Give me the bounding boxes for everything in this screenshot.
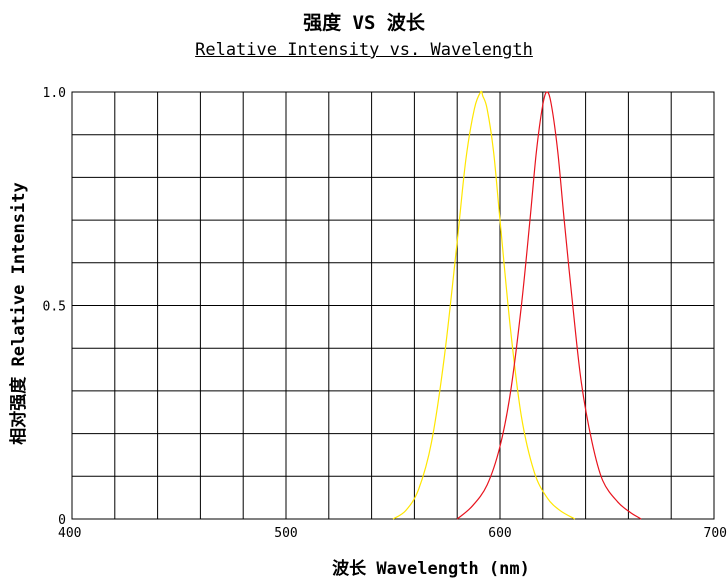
x-tick-labels: 400 500 600 700	[58, 526, 727, 541]
y-axis-label: 相对强度 Relative Intensity	[8, 182, 29, 444]
y-tick-label: 0.5	[43, 300, 66, 315]
x-tick-label: 600	[488, 526, 511, 541]
x-tick-label: 500	[274, 526, 297, 541]
series-line-1	[392, 90, 576, 520]
x-axis-label: 波长 Wavelength (nm)	[332, 558, 530, 579]
y-tick-labels: 0 0.5 1.0	[43, 86, 66, 528]
y-tick-label: 1.0	[43, 86, 66, 101]
chart-subtitle: Relative Intensity vs. Wavelength	[195, 40, 533, 60]
x-tick-label: 400	[58, 526, 81, 541]
grid-lines	[72, 92, 714, 519]
chart-title: 强度 VS 波长	[303, 12, 425, 34]
x-tick-label: 700	[704, 526, 727, 541]
series-line-2	[456, 91, 642, 520]
y-tick-label: 0	[58, 513, 66, 528]
series-group	[392, 90, 642, 520]
